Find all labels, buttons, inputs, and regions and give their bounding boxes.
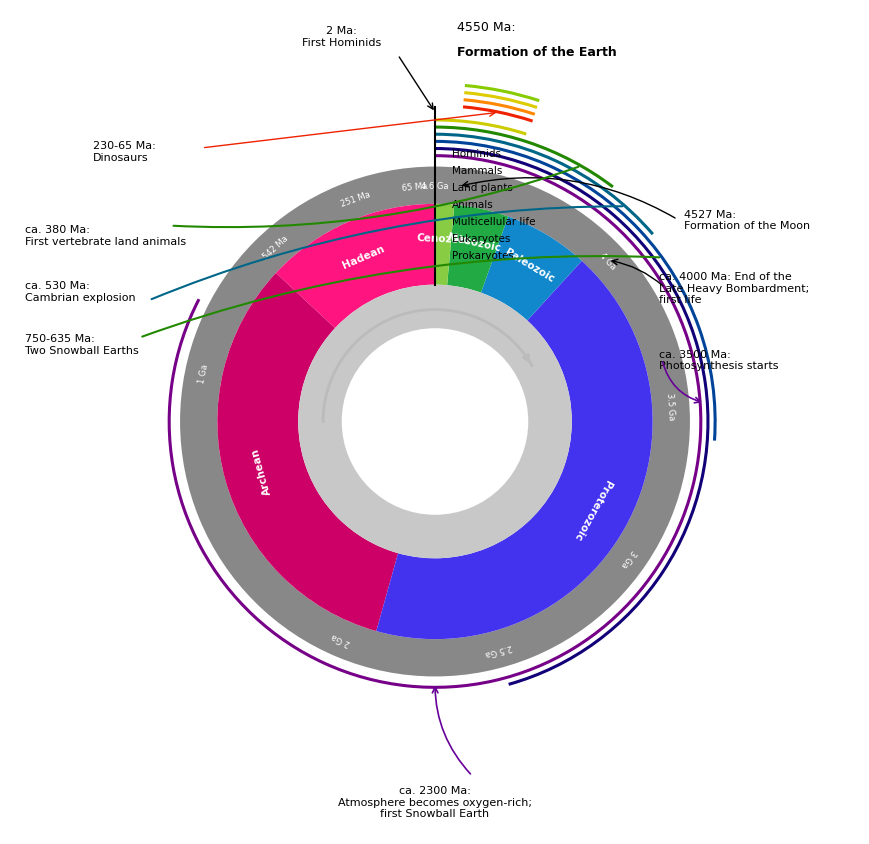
Text: 2 Ma:
First Hominids: 2 Ma: First Hominids: [302, 26, 381, 48]
Text: Paleozoic: Paleozoic: [502, 246, 555, 284]
Text: Proterozoic: Proterozoic: [571, 478, 613, 541]
Text: 750-635 Ma:
Two Snowball Earths: 750-635 Ma: Two Snowball Earths: [24, 333, 138, 355]
Text: Hadean: Hadean: [340, 243, 385, 270]
Text: 1 Ga: 1 Ga: [197, 364, 209, 384]
Text: Multicellular life: Multicellular life: [452, 217, 535, 227]
Text: 2 Ga: 2 Ga: [329, 630, 351, 647]
Text: 2.5 Ga: 2.5 Ga: [484, 641, 513, 657]
Wedge shape: [447, 205, 507, 294]
Text: 65 Ma: 65 Ma: [401, 181, 427, 192]
Wedge shape: [481, 217, 581, 321]
Text: Mesozoic: Mesozoic: [447, 232, 501, 254]
Wedge shape: [217, 273, 398, 631]
Text: ca. 4000 Ma: End of the
Late Heavy Bombardment;
first life: ca. 4000 Ma: End of the Late Heavy Bomba…: [658, 272, 808, 305]
Circle shape: [342, 329, 527, 515]
Text: ca. 3500 Ma:
Photosynthesis starts: ca. 3500 Ma: Photosynthesis starts: [658, 349, 778, 371]
Text: Cenozoic: Cenozoic: [416, 233, 469, 245]
Text: ca. 2300 Ma:
Atmosphere becomes oxygen-rich;
first Snowball Earth: ca. 2300 Ma: Atmosphere becomes oxygen-r…: [338, 785, 531, 819]
Wedge shape: [180, 167, 689, 677]
Text: ca. 530 Ma:
Cambrian explosion: ca. 530 Ma: Cambrian explosion: [24, 281, 135, 302]
Text: 3 Ga: 3 Ga: [618, 548, 637, 569]
Circle shape: [298, 285, 571, 559]
Text: 4 Ga: 4 Ga: [597, 251, 617, 271]
Text: Land plants: Land plants: [452, 182, 513, 192]
Wedge shape: [376, 262, 652, 640]
Text: Prokaryotes: Prokaryotes: [452, 251, 514, 261]
Text: Hominids: Hominids: [452, 149, 501, 159]
Text: 4550 Ma:: 4550 Ma:: [456, 21, 514, 34]
Text: ca. 380 Ma:
First vertebrate land animals: ca. 380 Ma: First vertebrate land animal…: [24, 225, 185, 246]
Text: 3.5 Ga: 3.5 Ga: [665, 392, 675, 420]
Text: 230-65 Ma:
Dinosaurs: 230-65 Ma: Dinosaurs: [93, 141, 156, 163]
Text: Archean: Archean: [249, 446, 272, 495]
Text: 4527 Ma:
Formation of the Moon: 4527 Ma: Formation of the Moon: [683, 209, 809, 231]
Text: 542 Ma: 542 Ma: [261, 234, 289, 262]
Text: 251 Ma: 251 Ma: [339, 191, 371, 209]
Text: Mammals: Mammals: [452, 165, 502, 176]
Text: Animals: Animals: [452, 200, 494, 209]
Wedge shape: [275, 204, 434, 329]
Text: Eukaryotes: Eukaryotes: [452, 234, 510, 244]
Text: Formation of the Earth: Formation of the Earth: [456, 46, 616, 59]
Wedge shape: [434, 204, 454, 286]
Text: 4.6 Ga: 4.6 Ga: [421, 181, 448, 191]
